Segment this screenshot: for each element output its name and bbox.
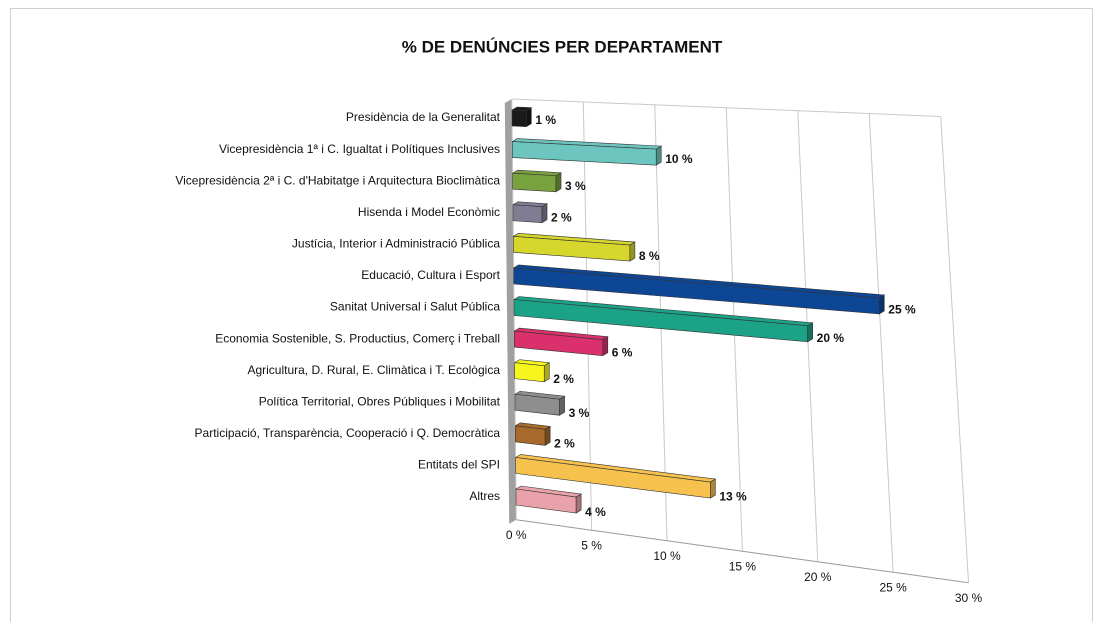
value-label: 20 % <box>817 331 845 345</box>
y-tick-label: Agricultura, D. Rural, E. Climàtica i T.… <box>247 363 500 377</box>
bar-end <box>602 336 609 357</box>
x-tick-label: 0 % <box>506 528 527 542</box>
value-label: 10 % <box>665 152 693 166</box>
y-tick-label: Vicepresidència 2ª i C. d'Habitatge i Ar… <box>175 173 500 187</box>
value-label: 25 % <box>888 303 916 317</box>
chart-title: % DE DENÚNCIES PER DEPARTAMENT <box>402 37 723 56</box>
x-tick-label: 20 % <box>804 570 832 584</box>
chart-frame <box>10 8 1093 622</box>
y-tick-label: Participació, Transparència, Cooperació … <box>195 426 501 440</box>
bar-end <box>526 107 532 128</box>
bar-end <box>878 294 885 315</box>
bar-front <box>515 425 546 446</box>
bar <box>515 485 583 514</box>
x-tick-label: 30 % <box>955 591 983 605</box>
y-tick-label: Vicepresidència 1ª i C. Igualtat i Polít… <box>219 142 500 156</box>
value-label: 4 % <box>585 505 606 519</box>
x-tick-label: 25 % <box>879 580 907 594</box>
bar-end <box>710 478 716 499</box>
x-tick-label: 15 % <box>729 559 757 573</box>
value-label: 2 % <box>554 437 575 451</box>
value-label: 6 % <box>612 345 633 359</box>
bar <box>510 106 533 128</box>
y-tick-label: Altres <box>469 489 500 503</box>
bar <box>514 390 566 416</box>
value-label: 13 % <box>719 490 747 504</box>
y-tick-label: Economia Sostenible, S. Productius, Come… <box>215 331 500 345</box>
bar-end <box>555 172 562 193</box>
y-tick-label: Entitats del SPI <box>418 458 500 472</box>
bar-front <box>512 172 557 193</box>
bar <box>513 327 609 357</box>
bar-end <box>575 493 582 514</box>
value-label: 8 % <box>639 249 660 263</box>
bar <box>511 169 563 193</box>
value-label: 1 % <box>535 113 556 127</box>
y-tick-label: Educació, Cultura i Esport <box>361 268 500 282</box>
grid-line <box>868 113 894 573</box>
x-axis <box>516 519 969 584</box>
x-tick-label: 10 % <box>653 549 681 563</box>
x-tick-label: 5 % <box>581 538 602 552</box>
bar-end <box>559 395 565 416</box>
bar-front <box>512 204 543 224</box>
bar <box>512 233 636 262</box>
y-tick-label: Hisenda i Model Econòmic <box>358 205 500 219</box>
back-top <box>511 98 941 117</box>
value-label: 2 % <box>553 372 574 386</box>
bar <box>514 422 552 446</box>
bar-front <box>511 109 527 127</box>
bar <box>512 264 886 315</box>
bar <box>514 454 717 499</box>
bar <box>512 201 548 224</box>
grid-line <box>940 116 969 583</box>
bar <box>511 138 663 166</box>
bar-end <box>541 203 548 224</box>
value-label: 3 % <box>569 406 590 420</box>
y-tick-label: Política Territorial, Obres Públiques i … <box>259 394 501 408</box>
bar <box>513 296 814 343</box>
bar <box>513 359 551 383</box>
bar-end <box>543 362 550 383</box>
bar-end <box>807 322 813 343</box>
bar-front <box>514 362 545 383</box>
y-tick-label: Justícia, Interior i Administració Públi… <box>292 237 500 251</box>
bar-end <box>655 145 662 166</box>
value-label: 2 % <box>551 210 572 224</box>
y-tick-label: Presidència de la Generalitat <box>346 110 501 124</box>
value-label: 3 % <box>565 179 586 193</box>
bar-end <box>629 241 636 262</box>
y-tick-label: Sanitat Universal i Salut Pública <box>330 300 500 314</box>
side-wall <box>504 99 517 524</box>
bar-end <box>544 425 551 446</box>
